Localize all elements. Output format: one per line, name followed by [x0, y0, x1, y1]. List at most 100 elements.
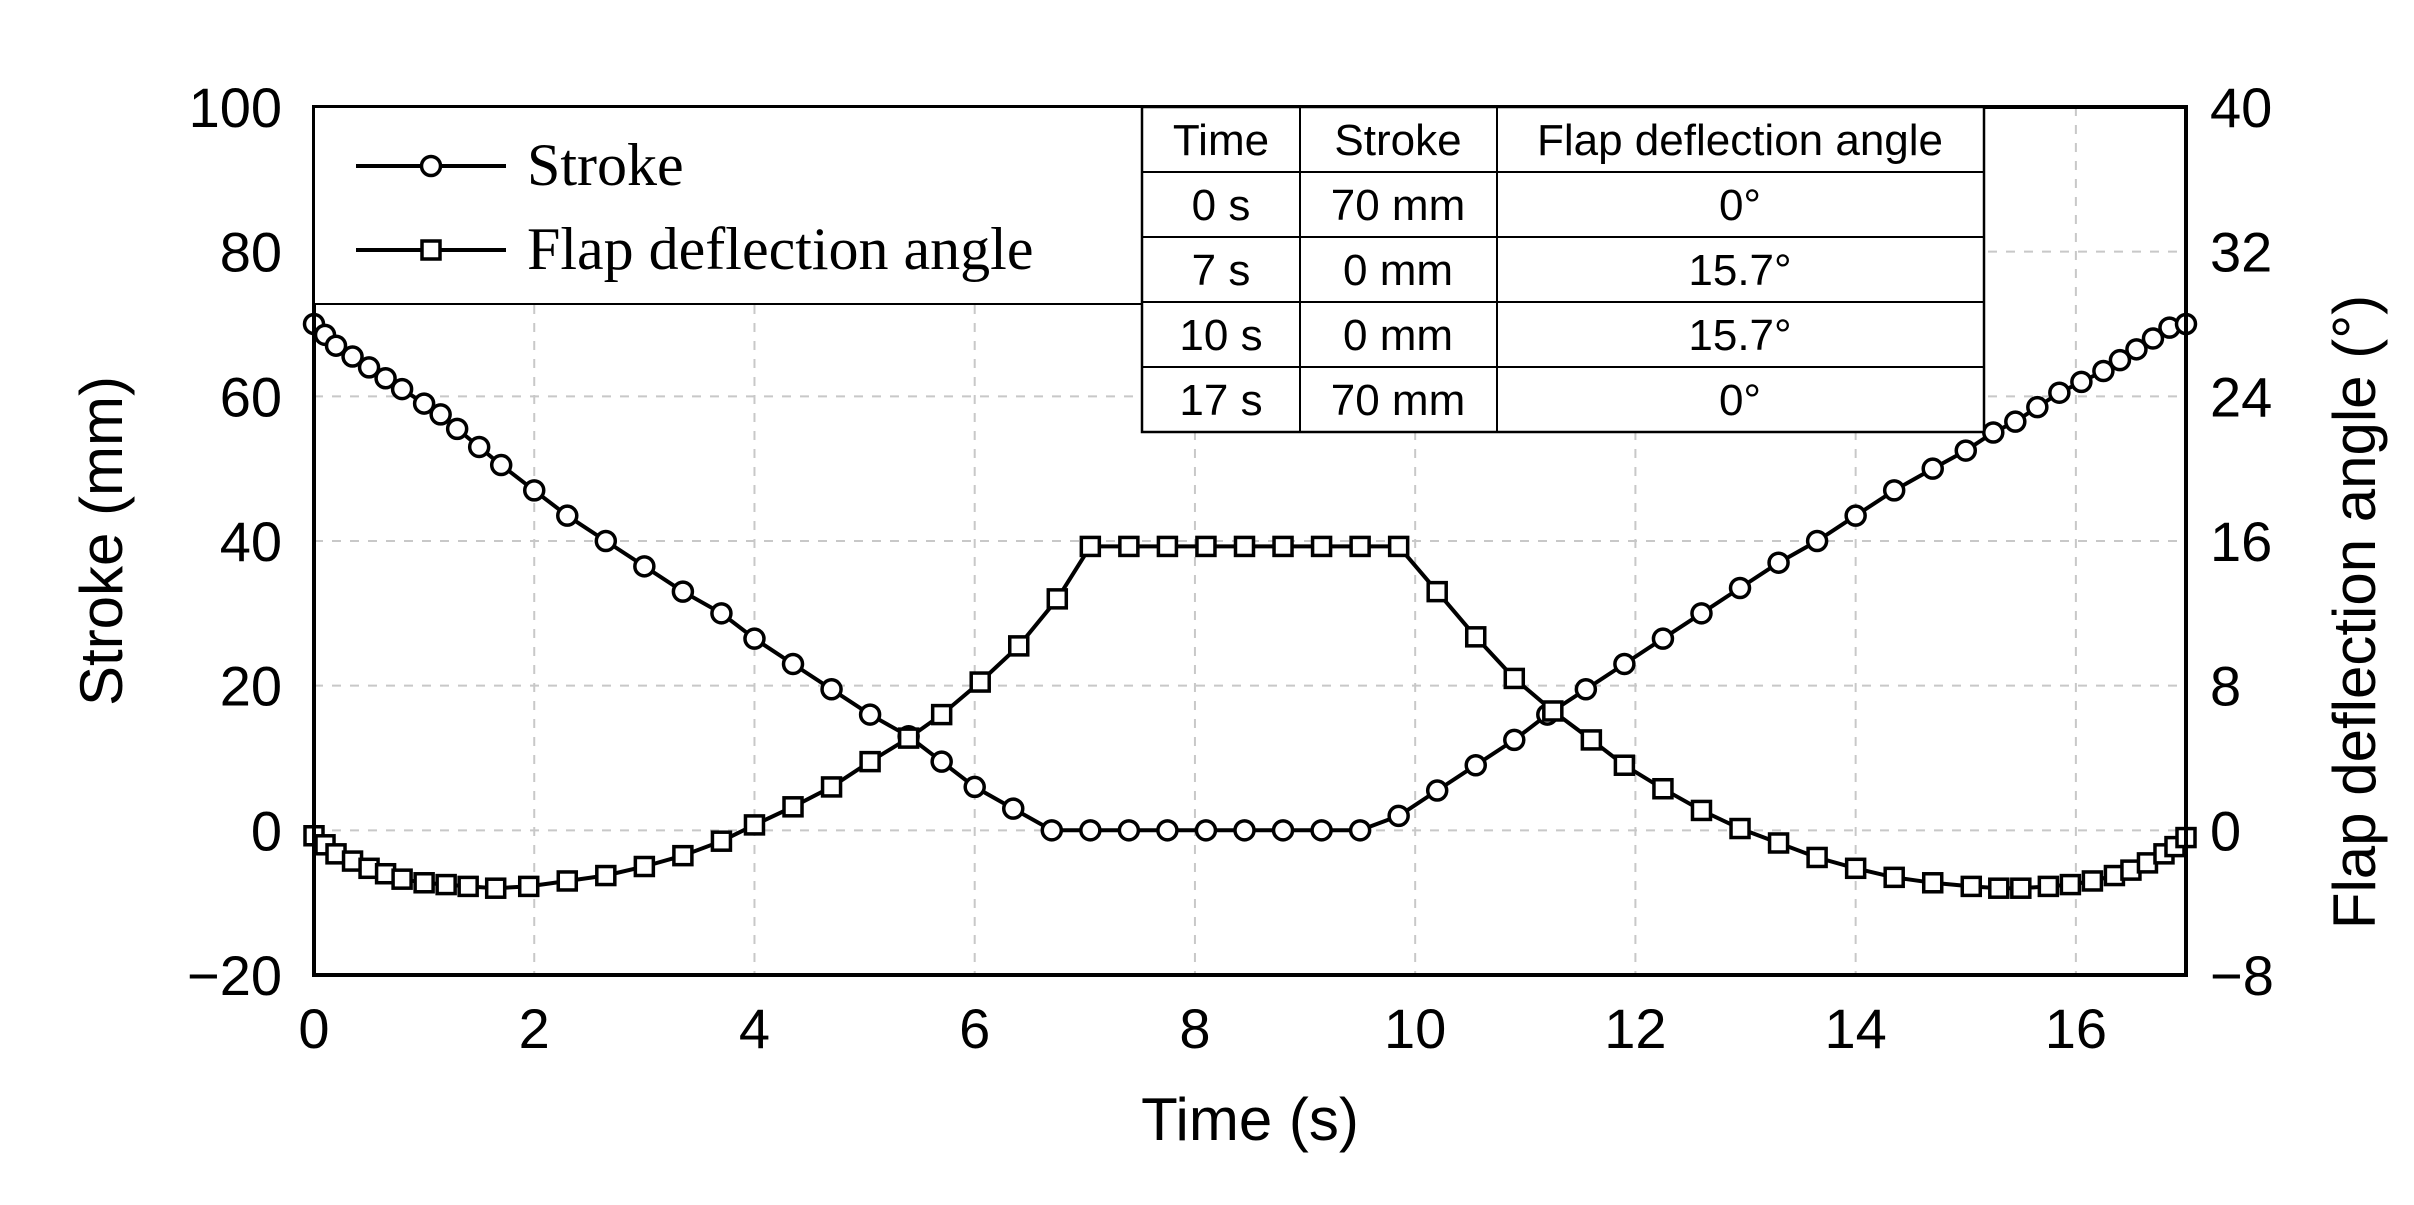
stroke-point [594, 529, 618, 553]
table-cell: 0° [1719, 376, 1761, 425]
table-cell: 0 mm [1343, 311, 1453, 360]
flap-deflection-angle-point [1580, 729, 1603, 751]
stroke-point [467, 435, 491, 459]
y-tick-label: 60 [220, 365, 282, 428]
stroke-point [489, 453, 513, 477]
x-tick-label: 16 [2045, 997, 2107, 1060]
table-header-time: Time [1173, 116, 1269, 165]
stroke-point [2125, 338, 2148, 361]
stroke-point [357, 356, 381, 379]
flap-deflection-angle-point [1233, 535, 1256, 558]
table-cell: 0° [1719, 181, 1761, 230]
stroke-point [1387, 804, 1410, 828]
flap-deflection-angle-point [710, 830, 733, 852]
stroke-point [2141, 327, 2165, 350]
flap-deflection-angle-point [2059, 873, 2082, 896]
stroke-point [633, 555, 656, 578]
table-header-flap-angle: Flap deflection angle [1537, 116, 1943, 165]
stroke-point [1040, 819, 1064, 842]
stroke-point [781, 652, 805, 676]
table-cell: 0 mm [1343, 246, 1453, 295]
legend: Stroke Flap deflection angle [313, 106, 1145, 305]
flap-deflection-angle-point [1806, 846, 1828, 869]
stroke-point [1844, 504, 1867, 527]
y2-tick-label: 8 [2210, 655, 2241, 718]
stroke-point [963, 775, 986, 799]
flap-deflection-angle-point [897, 727, 920, 749]
flap-deflection-angle-point [1195, 535, 1217, 558]
flap-deflection-angle-point [1387, 535, 1410, 558]
stroke-point [1982, 421, 2005, 444]
flap-deflection-angle-point [1118, 535, 1140, 558]
flap-deflection-angle-point [517, 875, 540, 898]
y-tick-label: −20 [187, 944, 282, 1007]
flap-deflection-angle-point [1349, 535, 1371, 558]
flap-deflection-angle-point [1079, 535, 1102, 558]
flap-deflection-angle-point [2037, 875, 2060, 898]
x-tick-label: 6 [959, 997, 990, 1060]
legend-stroke-marker [419, 154, 443, 178]
stroke-point [2004, 410, 2027, 433]
stroke-point [1271, 819, 1295, 842]
y-tick-label: 100 [189, 76, 282, 139]
stroke-point [1613, 652, 1636, 676]
stroke-point [1079, 819, 1102, 842]
stroke-point [1348, 819, 1372, 842]
y2-tick-label: 40 [2210, 76, 2272, 139]
flap-deflection-angle-point [672, 844, 694, 867]
legend-flap-marker [420, 239, 442, 261]
legend-stroke-label: Stroke [527, 132, 684, 198]
flap-deflection-angle-point [1008, 635, 1030, 657]
stroke-point [1767, 551, 1790, 574]
data-table: Time Stroke Flap deflection angle 0 s 70… [1140, 105, 1986, 434]
stroke-point [820, 678, 843, 701]
stroke-point [1310, 819, 1333, 842]
stroke-point [1728, 576, 1752, 600]
flap-deflection-angle-point [1464, 626, 1487, 648]
x-tick-label: 10 [1384, 997, 1446, 1060]
y-axis-title: Stroke (mm) [68, 376, 135, 706]
flap-deflection-angle-point [1310, 535, 1333, 558]
stroke-point [556, 504, 579, 527]
stroke-point [2026, 395, 2049, 419]
table-header-stroke: Stroke [1334, 116, 1461, 165]
flap-deflection-angle-point [413, 872, 435, 894]
stroke-point [1690, 602, 1713, 625]
stroke-point [390, 377, 414, 401]
stroke-point [1001, 797, 1025, 820]
stroke-point [1194, 819, 1218, 842]
y-tick-label: 40 [220, 510, 282, 573]
flap-deflection-angle-point [633, 855, 656, 878]
y2-tick-label: 32 [2210, 221, 2272, 284]
x-tick-label: 8 [1179, 997, 1210, 1060]
stroke-point [1117, 819, 1141, 842]
stroke-point [2070, 370, 2093, 394]
stroke-point [2048, 381, 2071, 404]
flap-deflection-angle-point [1046, 588, 1069, 610]
y2-axis-title: Flap deflection angle (°) [2321, 295, 2388, 929]
y-tick-label: 20 [220, 655, 282, 718]
stroke-point [2108, 348, 2132, 372]
stroke-point [324, 334, 348, 357]
flap-deflection-angle-point [435, 873, 457, 896]
flap-deflection-angle-point [2081, 870, 2104, 892]
y2-tick-label: −8 [2210, 944, 2274, 1007]
table-cell: 15.7° [1688, 311, 1791, 360]
y-tick-label: 80 [220, 221, 282, 284]
y-tick-label: 0 [251, 799, 282, 862]
flap-deflection-angle-point [820, 776, 843, 798]
y2-tick-label: 0 [2210, 799, 2241, 862]
stroke-point [522, 479, 546, 502]
flap-deflection-angle-point [1426, 580, 1448, 603]
flap-deflection-angle-point [1503, 667, 1526, 690]
stroke-point [671, 580, 695, 603]
stroke-point [858, 703, 882, 726]
stroke-point [1651, 627, 1675, 650]
stroke-point [743, 627, 766, 650]
x-axis-title: Time (s) [1141, 1086, 1359, 1153]
table-cell: 10 s [1179, 311, 1262, 360]
flap-deflection-angle-point [1729, 817, 1751, 840]
flap-deflection-angle-point [484, 877, 507, 899]
table-background [1140, 105, 1986, 434]
